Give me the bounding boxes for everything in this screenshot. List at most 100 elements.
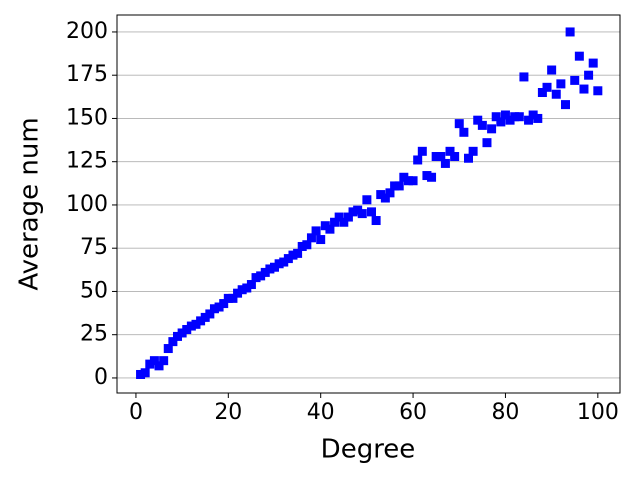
point	[482, 138, 492, 148]
point	[334, 212, 344, 222]
point	[422, 171, 432, 181]
x-tick-label: 40	[307, 400, 335, 425]
point	[270, 262, 280, 272]
point	[408, 176, 418, 186]
point	[570, 75, 580, 85]
point	[394, 181, 404, 191]
point	[311, 226, 321, 236]
point	[588, 58, 598, 68]
point	[579, 84, 589, 94]
point	[168, 337, 178, 347]
point	[214, 302, 224, 312]
y-tick-label: 150	[66, 105, 108, 130]
point	[413, 155, 423, 165]
point	[459, 127, 469, 137]
point	[260, 267, 270, 277]
point	[514, 112, 524, 122]
point	[228, 293, 238, 303]
point	[565, 27, 575, 37]
point	[537, 88, 547, 98]
point	[173, 331, 183, 341]
point	[560, 100, 570, 110]
point	[186, 321, 196, 331]
x-tick-label: 80	[491, 400, 519, 425]
point	[256, 271, 266, 281]
point	[519, 72, 529, 82]
point	[140, 368, 150, 378]
point	[505, 115, 515, 125]
point	[154, 361, 164, 371]
point	[325, 224, 335, 234]
point	[403, 176, 413, 186]
point	[417, 146, 427, 156]
point	[265, 264, 275, 274]
point	[524, 115, 534, 125]
y-axis-label: Average num	[15, 117, 45, 290]
point	[274, 259, 284, 269]
point	[380, 193, 390, 203]
point	[390, 181, 400, 191]
point	[496, 117, 506, 127]
point	[473, 115, 483, 125]
y-tick-label: 175	[66, 62, 108, 87]
point	[491, 112, 501, 122]
point	[233, 288, 243, 298]
point	[353, 205, 363, 215]
point	[362, 195, 372, 205]
y-tick-label: 0	[94, 365, 108, 390]
point	[182, 325, 192, 335]
y-tick-label: 100	[66, 192, 108, 217]
point	[200, 312, 210, 322]
point	[279, 257, 289, 267]
point	[500, 110, 510, 120]
point	[136, 369, 146, 379]
point	[177, 328, 187, 338]
point	[427, 172, 437, 182]
point	[343, 212, 353, 222]
point	[436, 152, 446, 162]
point	[339, 217, 349, 227]
point	[297, 241, 307, 251]
x-tick-label: 0	[129, 400, 143, 425]
point	[440, 158, 450, 168]
x-tick-label: 20	[214, 400, 242, 425]
point	[487, 124, 497, 134]
point	[371, 216, 381, 226]
point	[551, 89, 561, 99]
point	[445, 146, 455, 156]
point	[454, 119, 464, 129]
point	[306, 233, 316, 243]
point	[574, 51, 584, 61]
x-tick-label: 100	[577, 400, 619, 425]
y-tick-label: 25	[80, 322, 108, 347]
point	[547, 65, 557, 75]
point	[320, 221, 330, 231]
point	[293, 248, 303, 258]
point	[242, 283, 252, 293]
point	[528, 110, 538, 120]
point	[542, 82, 552, 92]
point	[163, 344, 173, 354]
point	[556, 79, 566, 89]
x-tick-label: 60	[399, 400, 427, 425]
point	[205, 309, 215, 319]
point	[376, 190, 386, 200]
point	[191, 319, 201, 329]
point	[246, 280, 256, 290]
point	[288, 250, 298, 260]
point	[450, 152, 460, 162]
point	[237, 285, 247, 295]
y-tick-label: 50	[80, 278, 108, 303]
point	[584, 70, 594, 80]
point	[251, 273, 261, 283]
x-axis-label: Degree	[321, 435, 416, 465]
point	[468, 146, 478, 156]
point	[348, 207, 358, 217]
plot-frame	[116, 14, 621, 394]
point	[209, 304, 219, 314]
point	[399, 172, 409, 182]
point	[385, 188, 395, 198]
y-tick-label: 75	[80, 235, 108, 260]
y-tick-label: 125	[66, 149, 108, 174]
